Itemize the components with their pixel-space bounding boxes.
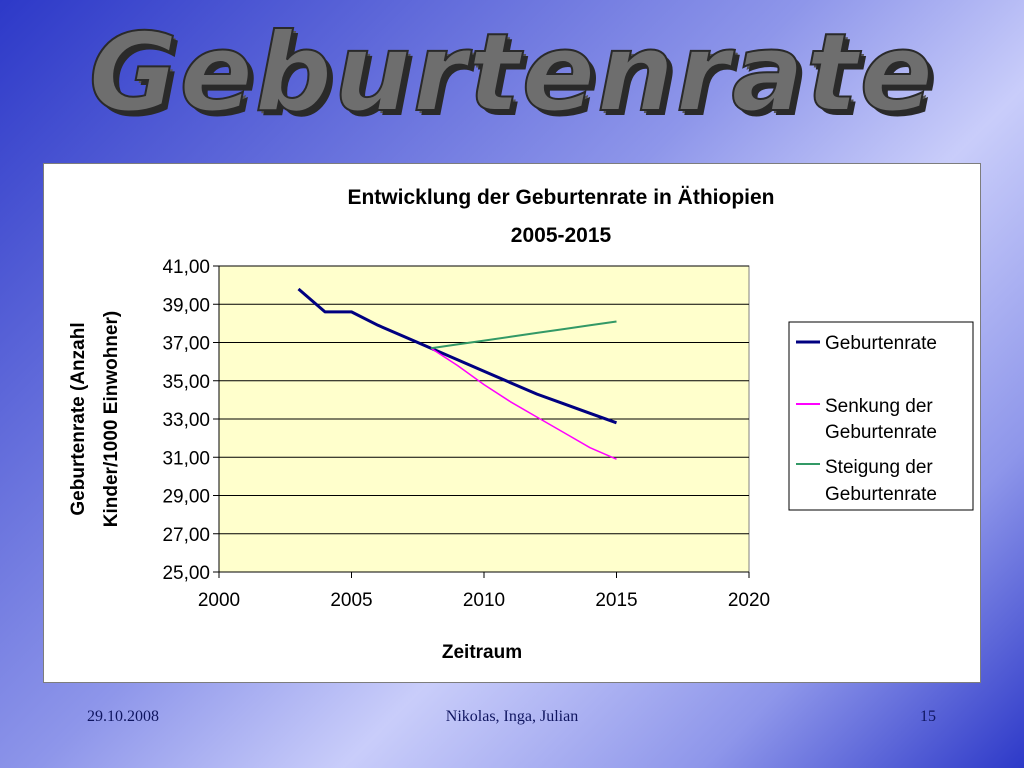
legend-box <box>788 321 974 511</box>
axis-layer: 25,00 27,00 29,00 31,00 33,00 35,00 37,00 39,00… <box>162 257 770 611</box>
legend-label-steigung-line1: Steigung der <box>825 457 933 478</box>
y-axis-label-line1: Geburtenrate (Anzahl <box>68 322 89 515</box>
x-tick-label: 2005 <box>330 590 372 611</box>
footer-authors: Nikolas, Inga, Julian <box>445 708 579 725</box>
legend-label-senkung-line1: Senkung der <box>825 396 933 417</box>
x-tick-label: 2010 <box>463 590 505 611</box>
slide-title: Geburtenrate <box>88 10 936 137</box>
footer-page-number: 15 <box>920 708 936 725</box>
y-tick-label: 37,00 <box>162 334 210 355</box>
series-line-steigung <box>430 320 617 350</box>
legend-label-steigung-line2: Geburtenrate <box>825 484 937 505</box>
chart-title-line2: 2005-2015 <box>511 224 612 247</box>
x-tick-label: 2015 <box>595 590 637 611</box>
y-tick-label: 27,00 <box>162 525 210 546</box>
y-tick-label: 39,00 <box>162 295 210 316</box>
legend-label-senkung-line2: Geburtenrate <box>825 422 937 443</box>
y-tick-label: 35,00 <box>162 372 210 393</box>
grid-layer <box>219 265 749 535</box>
x-tick-label: 2020 <box>728 590 770 611</box>
y-tick-label: 29,00 <box>162 487 210 508</box>
chart-container: Entwicklung der Geburtenrate in Äthiopie… <box>43 163 981 683</box>
chart-title-line1: Entwicklung der Geburtenrate in Äthiopie… <box>347 186 774 209</box>
footer-date: 29.10.2008 <box>87 708 159 725</box>
y-tick-label: 31,00 <box>162 448 210 469</box>
chart-svg: Entwicklung der Geburtenrate in Äthiopie… <box>68 186 974 663</box>
series-line-senkung <box>430 347 617 460</box>
y-tick-label: 41,00 <box>162 257 210 278</box>
x-tick-label: 2000 <box>198 590 240 611</box>
legend: Geburtenrate Senkung der Geburtenrate St… <box>788 321 974 511</box>
y-tick-label: 33,00 <box>162 410 210 431</box>
legend-label-geburtenrate: Geburtenrate <box>825 333 937 354</box>
series-layer <box>297 287 618 460</box>
y-tick-label: 25,00 <box>162 563 210 584</box>
y-axis-label-line2: Kinder/1000 Einwohner) <box>101 311 122 527</box>
x-axis-label: Zeitraum <box>442 642 522 663</box>
